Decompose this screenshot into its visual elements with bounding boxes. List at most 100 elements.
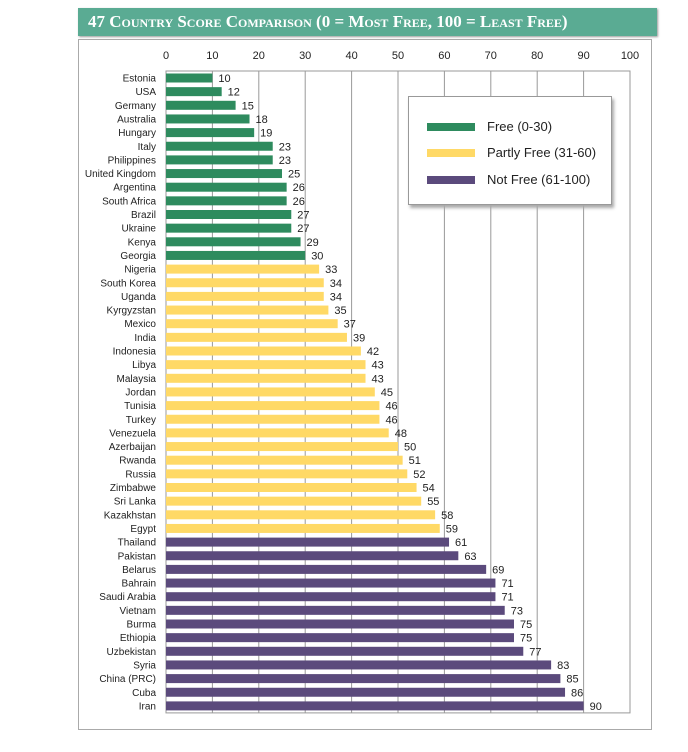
data-label: 71 — [501, 592, 513, 604]
bar — [166, 701, 584, 711]
data-label: 26 — [293, 182, 305, 194]
data-label: 33 — [325, 264, 337, 276]
data-label: 61 — [455, 537, 467, 549]
data-label: 25 — [288, 169, 300, 181]
category-label: Azerbaijan — [109, 442, 156, 453]
bar — [166, 278, 324, 288]
data-label: 26 — [293, 196, 305, 208]
category-label: Syria — [133, 660, 156, 671]
bar — [166, 141, 273, 151]
category-label: Vietnam — [119, 606, 156, 617]
category-label: Philippines — [108, 155, 156, 166]
category-label: China (PRC) — [99, 674, 156, 685]
category-label: Jordan — [125, 387, 156, 398]
bar — [166, 687, 566, 697]
bar — [166, 250, 306, 260]
bar — [166, 537, 450, 547]
x-tick-label: 40 — [345, 50, 357, 62]
bar — [166, 592, 496, 602]
category-label: Egypt — [130, 524, 156, 535]
bar — [166, 510, 436, 520]
category-label: Nigeria — [124, 265, 156, 276]
data-label: 75 — [520, 619, 532, 631]
legend-swatch — [427, 175, 475, 184]
legend-item-free: Free (0-30) — [427, 119, 552, 134]
data-label: 27 — [297, 210, 309, 222]
category-label: Germany — [115, 101, 156, 112]
category-label: Uzbekistan — [107, 647, 156, 658]
category-label: South Korea — [100, 278, 156, 289]
category-label: Belarus — [122, 565, 156, 576]
data-label: 27 — [297, 223, 309, 235]
data-label: 19 — [260, 128, 272, 140]
category-label: Libya — [132, 360, 156, 371]
bar — [166, 100, 236, 110]
title-banner: 47 Country Score Comparison (0 = Most Fr… — [78, 8, 657, 36]
category-label: Georgia — [120, 251, 156, 262]
data-label: 15 — [242, 100, 254, 112]
bar — [166, 442, 398, 452]
chart-frame — [78, 39, 652, 730]
data-label: 85 — [566, 674, 578, 686]
data-label: 10 — [218, 73, 230, 85]
x-tick-label: 90 — [577, 50, 589, 62]
category-label: Zimbabwe — [110, 483, 157, 494]
data-label: 35 — [334, 305, 346, 317]
bar — [166, 496, 422, 506]
data-label: 34 — [330, 291, 342, 303]
legend-label: Not Free (61-100) — [487, 172, 591, 187]
bar — [166, 633, 514, 643]
data-label: 37 — [344, 319, 356, 331]
bar — [166, 469, 408, 479]
data-label: 48 — [395, 428, 407, 440]
bar — [166, 223, 292, 233]
x-tick-label: 100 — [621, 50, 639, 62]
bar — [166, 196, 287, 206]
bar — [166, 551, 459, 561]
data-label: 43 — [372, 360, 384, 372]
bar — [166, 169, 282, 179]
category-label: Argentina — [113, 183, 156, 194]
data-label: 90 — [590, 701, 602, 713]
category-label: Italy — [138, 142, 156, 153]
bar — [166, 401, 380, 411]
category-label: Rwanda — [119, 456, 156, 467]
category-label: Thailand — [118, 538, 156, 549]
bar — [166, 319, 338, 329]
bar — [166, 619, 514, 629]
bar — [166, 578, 496, 588]
data-label: 23 — [279, 155, 291, 167]
data-label: 29 — [307, 237, 319, 249]
legend-swatch — [427, 148, 475, 157]
x-tick-label: 80 — [531, 50, 543, 62]
category-label: Estonia — [123, 74, 157, 85]
category-label: Malaysia — [117, 374, 157, 385]
data-label: 46 — [385, 401, 397, 413]
data-label: 51 — [409, 455, 421, 467]
data-label: 69 — [492, 564, 504, 576]
category-label: Kyrgyzstan — [107, 306, 156, 317]
data-label: 50 — [404, 442, 416, 454]
x-tick-label: 0 — [163, 50, 169, 62]
bar — [166, 564, 487, 574]
category-label: India — [134, 333, 156, 344]
category-label: Uganda — [121, 292, 156, 303]
bar — [166, 674, 561, 684]
bar — [166, 455, 403, 465]
legend-label: Partly Free (31-60) — [487, 145, 597, 160]
bar — [166, 264, 320, 274]
legend-item-partly-free: Partly Free (31-60) — [427, 145, 596, 160]
bar — [166, 373, 366, 383]
data-label: 86 — [571, 687, 583, 699]
bar — [166, 73, 213, 83]
data-label: 77 — [529, 646, 541, 658]
x-tick-label: 20 — [253, 50, 265, 62]
data-label: 42 — [367, 346, 379, 358]
bar — [166, 291, 324, 301]
data-label: 23 — [279, 141, 291, 153]
bar — [166, 646, 524, 656]
category-label: Kazakhstan — [104, 510, 156, 521]
data-label: 55 — [427, 496, 439, 508]
data-label: 18 — [256, 114, 268, 126]
